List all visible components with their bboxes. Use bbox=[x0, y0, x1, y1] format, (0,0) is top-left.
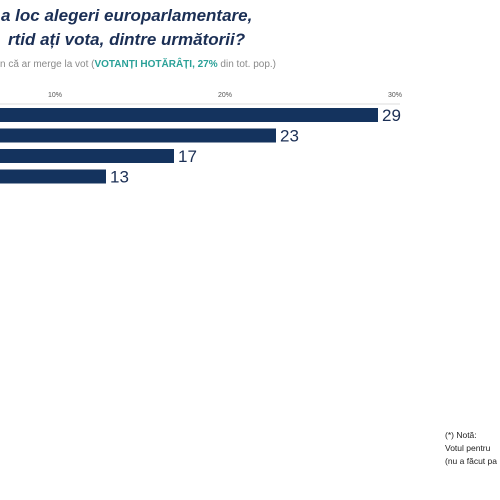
bar bbox=[0, 149, 174, 163]
title-line-2: rtid ați vota, dintre următorii? bbox=[8, 30, 246, 49]
subtitle-prefix: n că ar merge la vot ( bbox=[0, 59, 95, 70]
bar-value-label: 13 bbox=[110, 168, 129, 187]
bar bbox=[0, 108, 378, 122]
bar-value-label: 17 bbox=[178, 147, 197, 166]
x-tick-label: 30% bbox=[388, 92, 402, 99]
title-line-1: a loc alegeri europarlamentare, bbox=[1, 6, 253, 25]
footnote-heading: (*) Notă: bbox=[445, 430, 477, 440]
bar bbox=[0, 169, 106, 184]
bar-value-label: 23 bbox=[280, 127, 299, 146]
subtitle-suffix: din tot. pop.) bbox=[217, 59, 277, 70]
chart-subtitle: n că ar merge la vot (VOTANȚI HOTĂRÂȚI, … bbox=[0, 59, 276, 70]
bar bbox=[0, 128, 276, 143]
x-tick-label: 20% bbox=[218, 92, 232, 99]
bar-chart: 10% 20% 30% 29 23 17 13 bbox=[0, 92, 402, 187]
footnote-line-2: (nu a făcut pa bbox=[445, 456, 497, 466]
footnote-line-1: Votul pentru bbox=[445, 443, 491, 453]
subtitle-highlight: VOTANȚI HOTĂRÂȚI, 27% bbox=[94, 59, 218, 70]
bar-value-label: 29 bbox=[382, 106, 401, 125]
x-tick-label: 10% bbox=[48, 92, 62, 99]
footnote: (*) Notă: Votul pentru (nu a făcut pa bbox=[445, 429, 497, 468]
